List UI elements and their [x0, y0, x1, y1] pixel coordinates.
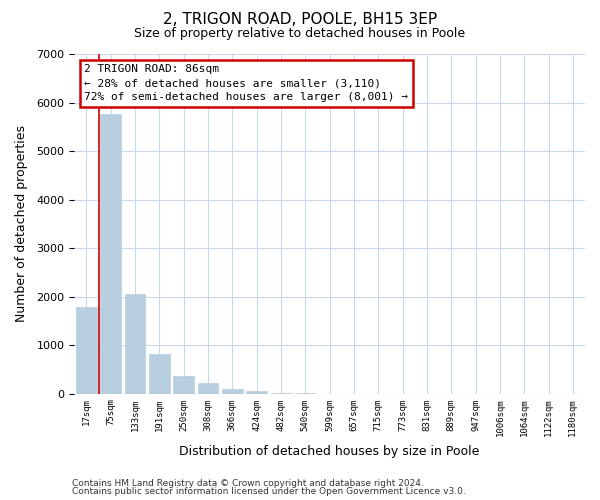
Text: Size of property relative to detached houses in Poole: Size of property relative to detached ho…: [134, 28, 466, 40]
Y-axis label: Number of detached properties: Number of detached properties: [15, 126, 28, 322]
Bar: [125, 294, 145, 394]
Bar: [197, 383, 218, 394]
Bar: [222, 388, 242, 394]
Bar: [271, 392, 291, 394]
Bar: [100, 114, 121, 394]
Text: Contains public sector information licensed under the Open Government Licence v3: Contains public sector information licen…: [72, 487, 466, 496]
Text: Contains HM Land Registry data © Crown copyright and database right 2024.: Contains HM Land Registry data © Crown c…: [72, 478, 424, 488]
Bar: [173, 376, 194, 394]
X-axis label: Distribution of detached houses by size in Poole: Distribution of detached houses by size …: [179, 444, 480, 458]
Text: 2 TRIGON ROAD: 86sqm
← 28% of detached houses are smaller (3,110)
72% of semi-de: 2 TRIGON ROAD: 86sqm ← 28% of detached h…: [85, 64, 409, 102]
Bar: [246, 391, 267, 394]
Bar: [149, 354, 170, 394]
Text: 2, TRIGON ROAD, POOLE, BH15 3EP: 2, TRIGON ROAD, POOLE, BH15 3EP: [163, 12, 437, 28]
Bar: [76, 308, 97, 394]
